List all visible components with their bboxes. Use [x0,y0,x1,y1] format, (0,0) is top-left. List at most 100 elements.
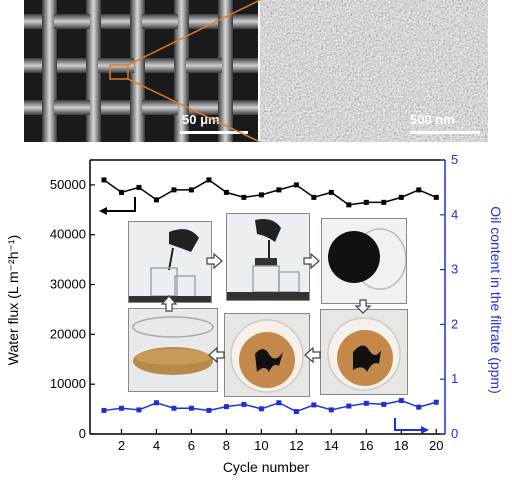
y-right-tick-label: 1 [451,371,458,386]
surface-svg [260,0,488,142]
x-tick-label: 8 [223,438,230,453]
mesh-svg [24,0,258,142]
x-tick-label: 16 [359,438,373,453]
data-point-left [258,192,264,198]
data-point-right [171,405,177,411]
sem-right-scale-bar [410,131,480,134]
data-point-right [363,400,369,406]
data-point-right [433,399,439,405]
arrow-right-1 [206,252,223,270]
arrow-right-2 [303,252,320,270]
data-point-right [276,400,282,406]
data-point-right [293,409,299,415]
data-point-left [118,189,124,195]
x-tick-label: 2 [118,438,125,453]
zoom-callout-lines [127,0,261,142]
x-tick-label: 12 [289,438,303,453]
x-tick-label: 10 [254,438,268,453]
data-point-right [381,401,387,407]
sem-image-mesh: 50 μm [24,0,258,142]
arrow-down [354,299,372,314]
data-point-right [311,402,317,408]
data-point-left [363,199,369,205]
photo-pouring-svg [129,222,211,302]
data-point-left [223,189,229,195]
x-tick-label: 18 [394,438,408,453]
x-tick-label: 4 [153,438,160,453]
y-right-tick-label: 5 [451,152,458,167]
photo-oil-dish-top-1-svg [225,314,309,396]
data-point-right [206,407,212,413]
data-point-left [328,189,334,195]
x-tick-label: 6 [188,438,195,453]
photo-filtering [226,213,310,301]
y-left-tick-label: 50000 [50,177,86,192]
arrow-up [160,295,178,312]
y-axis-right-label: Oil content in the filtrate (ppm) [488,206,504,394]
photo-oil-dish-top-2 [320,309,408,395]
data-point-left [381,199,387,205]
series-line-right [103,399,437,413]
data-point-left [136,184,142,190]
data-point-left [241,194,247,200]
y-axis-left-label: Water flux (L m⁻²h⁻¹) [5,235,21,365]
y-left-tick-label: 30000 [50,277,86,292]
photo-oil-dish-top-1 [224,313,310,397]
y-right-tick-label: 3 [451,262,458,277]
y-right-tick-label: 0 [451,426,458,441]
y-left-tick-label: 10000 [50,376,86,391]
data-point-right [118,405,124,411]
photo-oil-dish-side-svg [129,309,217,391]
data-point-left [433,194,439,200]
dual-axis-line-chart: 2 4 6 8 10 12 14 16 18 20010000200003000040000500… [5,152,504,475]
zoom-box [109,64,129,80]
x-tick-label: 14 [324,438,338,453]
y-left-tick-label: 20000 [50,326,86,341]
data-point-right [241,401,247,407]
left-axis-arrow [99,197,136,215]
vertical-fibers [42,0,233,142]
series-line-left [103,179,437,206]
sem-left-scale-bar [180,131,248,134]
sem-right-scale-label: 500 nm [410,112,455,127]
chart-axes: 2 4 6 8 10 12 14 16 18 20010000200003000040000500… [50,152,458,453]
data-point-right [258,406,264,412]
data-point-left [206,177,212,183]
data-point-left [171,187,177,193]
x-tick-label: 20 [429,438,443,453]
data-point-left [398,194,404,200]
data-point-right [328,407,334,413]
chart-series [101,177,439,415]
data-point-left [416,187,422,193]
data-point-right [153,400,159,406]
right-axis-arrow [394,418,429,434]
data-point-right [136,407,142,413]
x-axis-label: Cycle number [223,459,310,475]
data-point-right [101,407,107,413]
y-left-tick-label: 0 [79,426,86,441]
data-point-right [188,405,194,411]
arrow-left-1 [304,346,321,364]
photo-pouring-mixture [128,221,212,303]
photo-mesh-result [321,218,407,304]
arrow-left-2 [208,346,225,364]
data-point-left [311,194,317,200]
sem-left-scale-label: 50 μm [182,112,220,127]
data-point-right [223,404,229,410]
y-right-tick-label: 4 [451,207,458,222]
data-point-right [416,404,422,410]
photo-filtering-svg [227,214,309,300]
photo-oil-dish-top-2-svg [321,310,407,394]
weave-overlaps [54,14,222,115]
data-point-left [293,182,299,188]
data-point-left [153,197,159,203]
data-point-right [346,403,352,409]
y-right-tick-label: 2 [451,316,458,331]
data-point-left [276,187,282,193]
chart-axis-labels: Cycle number Water flux (L m⁻²h⁻¹) Oil c… [5,206,504,475]
sem-image-surface: 500 nm [260,0,488,142]
photo-mesh-svg [322,219,406,303]
data-point-left [101,177,107,183]
data-point-left [346,202,352,208]
